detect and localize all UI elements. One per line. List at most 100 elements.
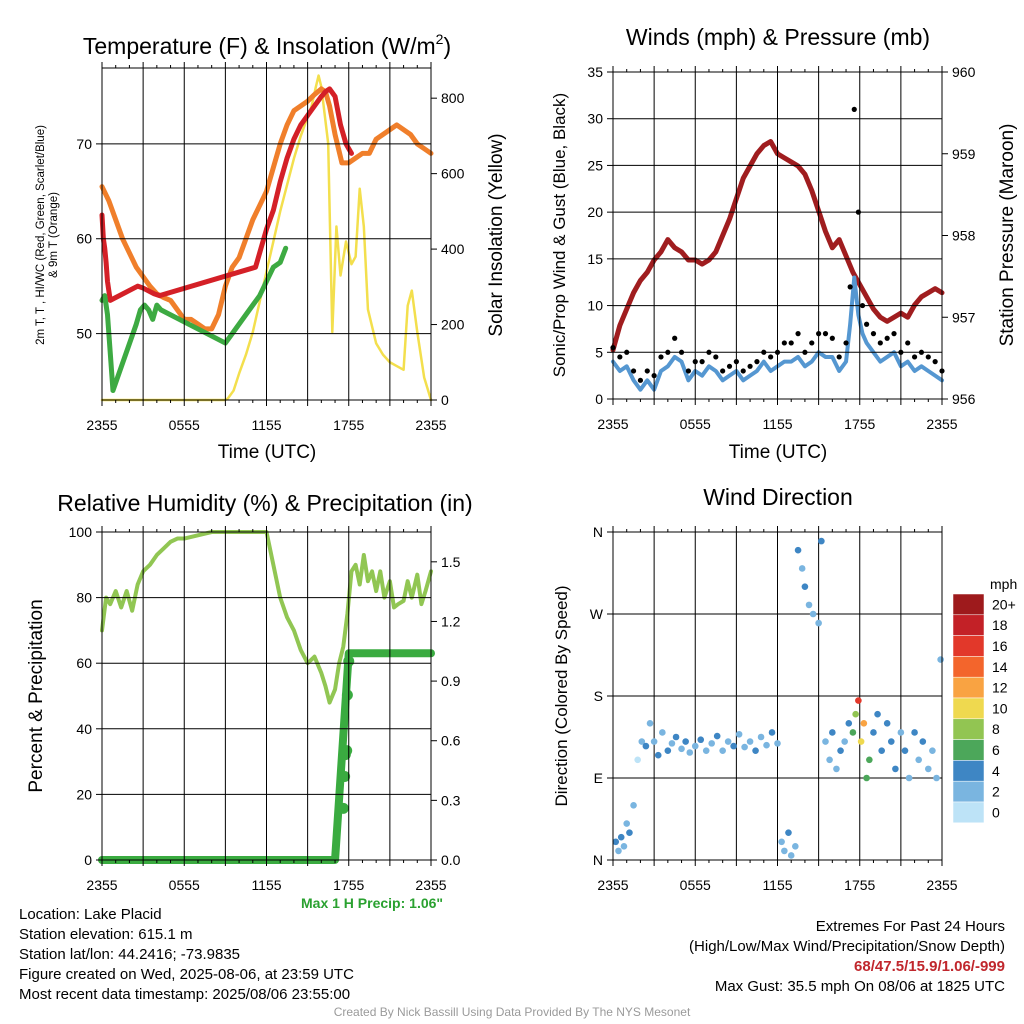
direction-point: [650, 738, 658, 745]
direction-point: [801, 583, 809, 590]
legend-swatch: [952, 614, 985, 636]
direction-point: [855, 697, 862, 704]
direction-point: [668, 740, 676, 747]
gust-point: [637, 377, 644, 383]
direction-point: [833, 765, 840, 773]
heat-index-line: [99, 245, 289, 394]
direction-title: Wind Direction: [703, 484, 853, 510]
direction-point: [615, 847, 622, 855]
legend-label: 2: [992, 784, 1000, 800]
speed-legend: mph 20+ 18 16 14 12 10 8 6 4 2 0: [952, 576, 1017, 824]
x-tick-label: 1155: [762, 416, 792, 432]
direction-point: [874, 710, 881, 718]
x-tick-label: 1155: [762, 877, 792, 893]
legend-swatch: [952, 780, 985, 803]
direction-point: [815, 619, 822, 627]
x-tick-label: 2355: [86, 877, 117, 893]
direction-point: [678, 745, 685, 753]
temperature-grid: [102, 68, 431, 400]
y2-tick-label: 1.2: [441, 613, 461, 629]
legend-swatch: [952, 801, 985, 824]
direction-point: [794, 546, 802, 554]
temperature-x-label: Time (UTC): [218, 442, 317, 463]
y-tick-label: 20: [76, 786, 92, 802]
gust-point: [781, 340, 787, 346]
direction-point: [792, 843, 799, 850]
x-tick-label: 1755: [333, 417, 364, 433]
direction-point: [857, 738, 865, 745]
gust-point: [870, 331, 877, 337]
direction-point: [778, 838, 785, 846]
direction-y-label: Direction (Colored By Speed): [552, 585, 571, 806]
x-tick-label: 1755: [844, 416, 875, 432]
gust-point: [754, 359, 760, 365]
humidity-y-label: Percent & Precipitation: [26, 599, 47, 792]
direction-point: [672, 733, 680, 741]
legend-swatch: [952, 739, 985, 761]
x-tick-label: 1155: [251, 877, 281, 893]
x-tick-label: 0555: [169, 877, 200, 893]
precip-point: [339, 771, 351, 783]
y-tick-label: 0: [84, 852, 92, 868]
y2-tick-label: 400: [441, 241, 465, 257]
direction-point: [785, 829, 792, 836]
winds-panel: Winds (mph) & Pressure (mb) 2355 0555 1155…: [550, 24, 1018, 463]
gust-point: [809, 340, 815, 346]
direction-point: [798, 565, 806, 572]
direction-point: [697, 736, 705, 744]
y-tick-label: 10: [587, 298, 603, 314]
winds-x-ticks: 2355 0555 1155 1755 2355: [597, 66, 958, 432]
station-info: Location: Lake Placid Station elevation:…: [19, 905, 354, 1005]
y-tick-label: 15: [587, 251, 603, 267]
temperature-y-label: 2m T, T , HI/WC (Red, Green, Scarlet/Blu…: [35, 125, 60, 345]
direction-point: [866, 756, 873, 764]
y-tick-label: E: [594, 770, 603, 786]
direction-point: [617, 833, 625, 841]
precip-point: [341, 689, 353, 701]
precip-point: [341, 745, 353, 757]
y-tick-label: S: [594, 688, 603, 704]
temperature-panel: Temperature (F) & Insolation (W/m2) 2355…: [35, 31, 507, 463]
direction-point: [870, 729, 877, 736]
gust-point: [884, 335, 890, 341]
temperature-y2-ticks: 0 200 400 600 800: [431, 90, 465, 408]
wind-speed-line: [611, 275, 944, 392]
y2-tick-label: 959: [952, 146, 976, 162]
winds-y-label: Sonic/Prop Wind & Gust (Blue, Black): [550, 93, 569, 377]
y2-tick-label: 0.0: [441, 852, 461, 868]
direction-point: [878, 747, 885, 754]
humidity-x-ticks: 2355 0555 1155 1755 2355: [86, 526, 447, 893]
legend-label: 18: [992, 617, 1008, 633]
x-tick-label: 2355: [415, 877, 446, 893]
max-gust-text: Max Gust: 35.5 mph On 08/06 at 1825 UTC: [714, 978, 1005, 995]
winds-y2-ticks: 956 957 958 959 960: [942, 64, 976, 407]
direction-point: [919, 738, 927, 745]
legend-swatch: [952, 635, 985, 657]
extremes-title: Extremes For Past 24 Hours: [815, 918, 1005, 935]
direction-point: [724, 738, 732, 745]
x-tick-label: 0555: [169, 417, 200, 433]
temperature-x-ticks: 2355 0555 1155 1755 2355: [86, 62, 447, 433]
humidity-y2-ticks: 0.0 0.3 0.6 0.9 1.2 1.5: [431, 554, 461, 868]
humidity-grid: [102, 532, 431, 860]
direction-point: [911, 729, 918, 736]
y2-tick-label: 957: [952, 309, 976, 325]
direction-point: [612, 838, 620, 846]
y2-tick-label: 0.3: [441, 792, 461, 808]
direction-point: [774, 740, 781, 747]
y2-tick-label: 0: [441, 392, 449, 408]
direction-panel: Wind Direction 2355 0555 1155 1755 2355 N E S W…: [552, 484, 1017, 893]
x-tick-label: 2355: [926, 416, 957, 432]
y-tick-label: 40: [76, 721, 92, 737]
legend-label: 0: [992, 804, 1000, 820]
x-tick-label: 2355: [597, 877, 628, 893]
y-tick-label: 80: [76, 590, 92, 606]
y2-tick-label: 0.9: [441, 673, 461, 689]
legend-swatch: [952, 760, 985, 782]
direction-point: [654, 751, 662, 759]
direction-grid: [613, 532, 942, 860]
temperature-y-ticks: 50 60 70: [76, 136, 102, 342]
x-tick-label: 2355: [415, 417, 446, 433]
gust-point: [891, 331, 897, 337]
